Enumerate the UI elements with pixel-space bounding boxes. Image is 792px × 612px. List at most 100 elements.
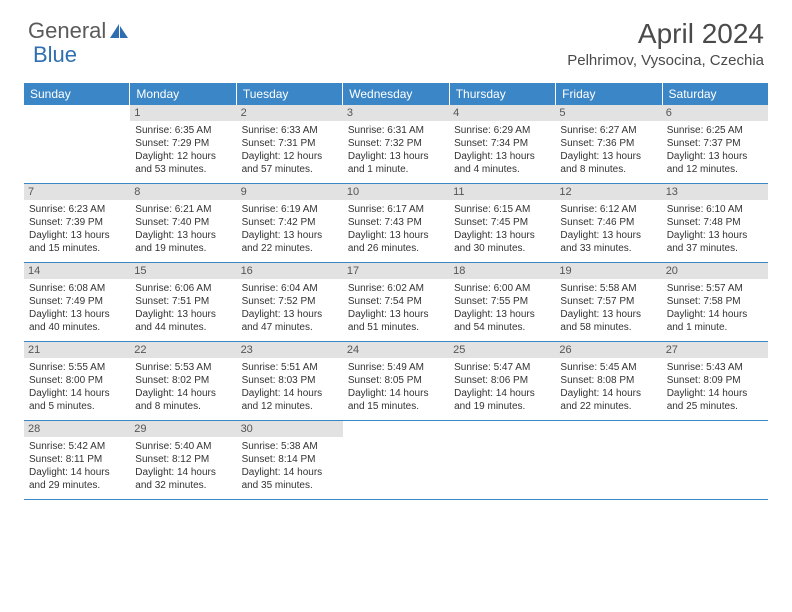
sunrise-line: Sunrise: 6:29 AM <box>454 124 550 137</box>
daylight-line: Daylight: 13 hours and 58 minutes. <box>560 308 656 334</box>
daylight-line: Daylight: 14 hours and 15 minutes. <box>348 387 444 413</box>
day-number: 2 <box>237 105 343 121</box>
sunset-line: Sunset: 8:02 PM <box>135 374 231 387</box>
sunset-line: Sunset: 7:29 PM <box>135 137 231 150</box>
empty-cell <box>449 421 555 499</box>
sunrise-line: Sunrise: 6:00 AM <box>454 282 550 295</box>
empty-cell <box>555 421 661 499</box>
calendar-body: 1Sunrise: 6:35 AMSunset: 7:29 PMDaylight… <box>24 105 768 500</box>
daylight-line: Daylight: 13 hours and 47 minutes. <box>242 308 338 334</box>
day-number: 9 <box>237 184 343 200</box>
sunrise-line: Sunrise: 6:17 AM <box>348 203 444 216</box>
logo-text-2: Blue <box>33 42 77 67</box>
daylight-line: Daylight: 14 hours and 5 minutes. <box>29 387 125 413</box>
daylight-line: Daylight: 13 hours and 19 minutes. <box>135 229 231 255</box>
sunset-line: Sunset: 7:32 PM <box>348 137 444 150</box>
sunset-line: Sunset: 8:03 PM <box>242 374 338 387</box>
sunrise-line: Sunrise: 6:12 AM <box>560 203 656 216</box>
day-cell: 18Sunrise: 6:00 AMSunset: 7:55 PMDayligh… <box>449 263 555 341</box>
sunset-line: Sunset: 8:09 PM <box>667 374 763 387</box>
sunrise-line: Sunrise: 5:53 AM <box>135 361 231 374</box>
sunrise-line: Sunrise: 6:02 AM <box>348 282 444 295</box>
day-cell: 13Sunrise: 6:10 AMSunset: 7:48 PMDayligh… <box>662 184 768 262</box>
empty-cell <box>343 421 449 499</box>
daylight-line: Daylight: 13 hours and 15 minutes. <box>29 229 125 255</box>
daylight-line: Daylight: 12 hours and 57 minutes. <box>242 150 338 176</box>
day-cell: 5Sunrise: 6:27 AMSunset: 7:36 PMDaylight… <box>555 105 661 183</box>
logo-blue-text-wrapper: Blue <box>33 42 77 68</box>
sunrise-line: Sunrise: 6:35 AM <box>135 124 231 137</box>
day-number: 8 <box>130 184 236 200</box>
sunrise-line: Sunrise: 5:40 AM <box>135 440 231 453</box>
sunrise-line: Sunrise: 6:31 AM <box>348 124 444 137</box>
day-cell: 17Sunrise: 6:02 AMSunset: 7:54 PMDayligh… <box>343 263 449 341</box>
week-row: 7Sunrise: 6:23 AMSunset: 7:39 PMDaylight… <box>24 184 768 263</box>
sunrise-line: Sunrise: 6:15 AM <box>454 203 550 216</box>
day-cell: 2Sunrise: 6:33 AMSunset: 7:31 PMDaylight… <box>237 105 343 183</box>
day-number: 16 <box>237 263 343 279</box>
daylight-line: Daylight: 13 hours and 40 minutes. <box>29 308 125 334</box>
sunrise-line: Sunrise: 6:21 AM <box>135 203 231 216</box>
sunset-line: Sunset: 7:46 PM <box>560 216 656 229</box>
sunrise-line: Sunrise: 5:51 AM <box>242 361 338 374</box>
day-cell: 27Sunrise: 5:43 AMSunset: 8:09 PMDayligh… <box>662 342 768 420</box>
month-title: April 2024 <box>567 18 764 50</box>
daylight-line: Daylight: 14 hours and 22 minutes. <box>560 387 656 413</box>
location-text: Pelhrimov, Vysocina, Czechia <box>567 52 764 69</box>
day-cell: 8Sunrise: 6:21 AMSunset: 7:40 PMDaylight… <box>130 184 236 262</box>
day-cell: 12Sunrise: 6:12 AMSunset: 7:46 PMDayligh… <box>555 184 661 262</box>
daylight-line: Daylight: 13 hours and 12 minutes. <box>667 150 763 176</box>
day-cell: 24Sunrise: 5:49 AMSunset: 8:05 PMDayligh… <box>343 342 449 420</box>
sunset-line: Sunset: 7:42 PM <box>242 216 338 229</box>
sunrise-line: Sunrise: 6:06 AM <box>135 282 231 295</box>
daylight-line: Daylight: 14 hours and 25 minutes. <box>667 387 763 413</box>
weekday-header: Friday <box>556 83 662 105</box>
day-cell: 22Sunrise: 5:53 AMSunset: 8:02 PMDayligh… <box>130 342 236 420</box>
day-number: 7 <box>24 184 130 200</box>
sunrise-line: Sunrise: 5:38 AM <box>242 440 338 453</box>
weekday-header: Thursday <box>450 83 556 105</box>
sunrise-line: Sunrise: 6:10 AM <box>667 203 763 216</box>
sunset-line: Sunset: 7:37 PM <box>667 137 763 150</box>
day-number: 30 <box>237 421 343 437</box>
day-number: 12 <box>555 184 661 200</box>
sunset-line: Sunset: 7:54 PM <box>348 295 444 308</box>
day-number: 26 <box>555 342 661 358</box>
day-number: 15 <box>130 263 236 279</box>
daylight-line: Daylight: 12 hours and 53 minutes. <box>135 150 231 176</box>
day-cell: 9Sunrise: 6:19 AMSunset: 7:42 PMDaylight… <box>237 184 343 262</box>
day-cell: 30Sunrise: 5:38 AMSunset: 8:14 PMDayligh… <box>237 421 343 499</box>
day-cell: 6Sunrise: 6:25 AMSunset: 7:37 PMDaylight… <box>662 105 768 183</box>
sunrise-line: Sunrise: 5:43 AM <box>667 361 763 374</box>
day-cell: 25Sunrise: 5:47 AMSunset: 8:06 PMDayligh… <box>449 342 555 420</box>
daylight-line: Daylight: 13 hours and 4 minutes. <box>454 150 550 176</box>
weekday-header: Tuesday <box>237 83 343 105</box>
sunset-line: Sunset: 8:06 PM <box>454 374 550 387</box>
sunset-line: Sunset: 8:11 PM <box>29 453 125 466</box>
day-cell: 10Sunrise: 6:17 AMSunset: 7:43 PMDayligh… <box>343 184 449 262</box>
day-number: 5 <box>555 105 661 121</box>
day-cell: 23Sunrise: 5:51 AMSunset: 8:03 PMDayligh… <box>237 342 343 420</box>
sunset-line: Sunset: 7:34 PM <box>454 137 550 150</box>
title-block: April 2024 Pelhrimov, Vysocina, Czechia <box>567 18 764 69</box>
daylight-line: Daylight: 13 hours and 51 minutes. <box>348 308 444 334</box>
empty-cell <box>662 421 768 499</box>
day-number: 1 <box>130 105 236 121</box>
sunset-line: Sunset: 7:57 PM <box>560 295 656 308</box>
day-cell: 15Sunrise: 6:06 AMSunset: 7:51 PMDayligh… <box>130 263 236 341</box>
sunrise-line: Sunrise: 5:57 AM <box>667 282 763 295</box>
sunset-line: Sunset: 7:36 PM <box>560 137 656 150</box>
sunrise-line: Sunrise: 5:58 AM <box>560 282 656 295</box>
sunset-line: Sunset: 7:39 PM <box>29 216 125 229</box>
day-cell: 3Sunrise: 6:31 AMSunset: 7:32 PMDaylight… <box>343 105 449 183</box>
sunrise-line: Sunrise: 6:33 AM <box>242 124 338 137</box>
day-number: 21 <box>24 342 130 358</box>
sunset-line: Sunset: 7:58 PM <box>667 295 763 308</box>
day-number: 6 <box>662 105 768 121</box>
daylight-line: Daylight: 13 hours and 26 minutes. <box>348 229 444 255</box>
sunset-line: Sunset: 7:49 PM <box>29 295 125 308</box>
week-row: 28Sunrise: 5:42 AMSunset: 8:11 PMDayligh… <box>24 421 768 500</box>
day-cell: 26Sunrise: 5:45 AMSunset: 8:08 PMDayligh… <box>555 342 661 420</box>
weekday-header: Sunday <box>24 83 130 105</box>
sunset-line: Sunset: 7:52 PM <box>242 295 338 308</box>
